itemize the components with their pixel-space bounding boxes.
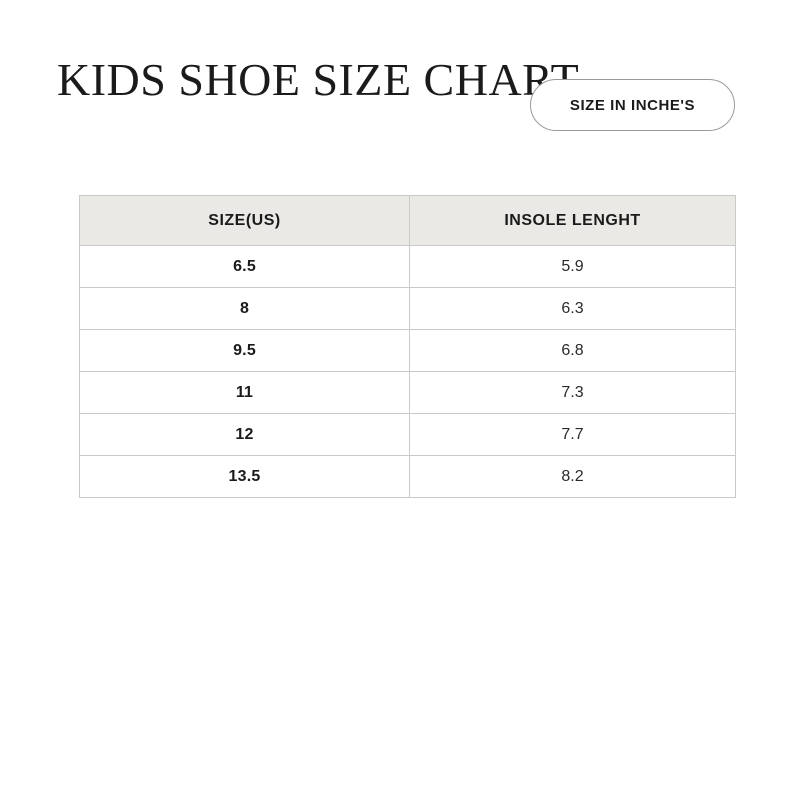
units-badge: SIZE IN INCHE'S bbox=[530, 79, 735, 131]
table-row: 12 7.7 bbox=[79, 413, 736, 456]
table-body: 6.5 5.9 8 6.3 9.5 6.8 11 7.3 12 7.7 13.5… bbox=[79, 245, 736, 498]
cell-size-us: 13.5 bbox=[79, 455, 410, 498]
table-row: 13.5 8.2 bbox=[79, 455, 736, 498]
cell-size-us: 12 bbox=[79, 413, 410, 456]
column-header-size-us: SIZE(US) bbox=[79, 195, 410, 246]
table-header-row: SIZE(US) INSOLE LENGHT bbox=[79, 195, 736, 246]
column-header-insole-length: INSOLE LENGHT bbox=[409, 195, 736, 246]
table-row: 9.5 6.8 bbox=[79, 329, 736, 372]
size-chart-table: SIZE(US) INSOLE LENGHT 6.5 5.9 8 6.3 9.5… bbox=[79, 195, 736, 498]
cell-insole-length: 6.3 bbox=[409, 287, 736, 330]
cell-insole-length: 5.9 bbox=[409, 245, 736, 288]
cell-insole-length: 8.2 bbox=[409, 455, 736, 498]
cell-size-us: 6.5 bbox=[79, 245, 410, 288]
table-row: 11 7.3 bbox=[79, 371, 736, 414]
table-row: 6.5 5.9 bbox=[79, 245, 736, 288]
cell-size-us: 9.5 bbox=[79, 329, 410, 372]
cell-insole-length: 6.8 bbox=[409, 329, 736, 372]
table-header: SIZE(US) INSOLE LENGHT bbox=[79, 195, 736, 246]
cell-size-us: 8 bbox=[79, 287, 410, 330]
cell-insole-length: 7.3 bbox=[409, 371, 736, 414]
cell-insole-length: 7.7 bbox=[409, 413, 736, 456]
page-title: KIDS SHOE SIZE CHART bbox=[57, 53, 580, 105]
cell-size-us: 11 bbox=[79, 371, 410, 414]
table-row: 8 6.3 bbox=[79, 287, 736, 330]
units-badge-label: SIZE IN INCHE'S bbox=[569, 96, 696, 114]
